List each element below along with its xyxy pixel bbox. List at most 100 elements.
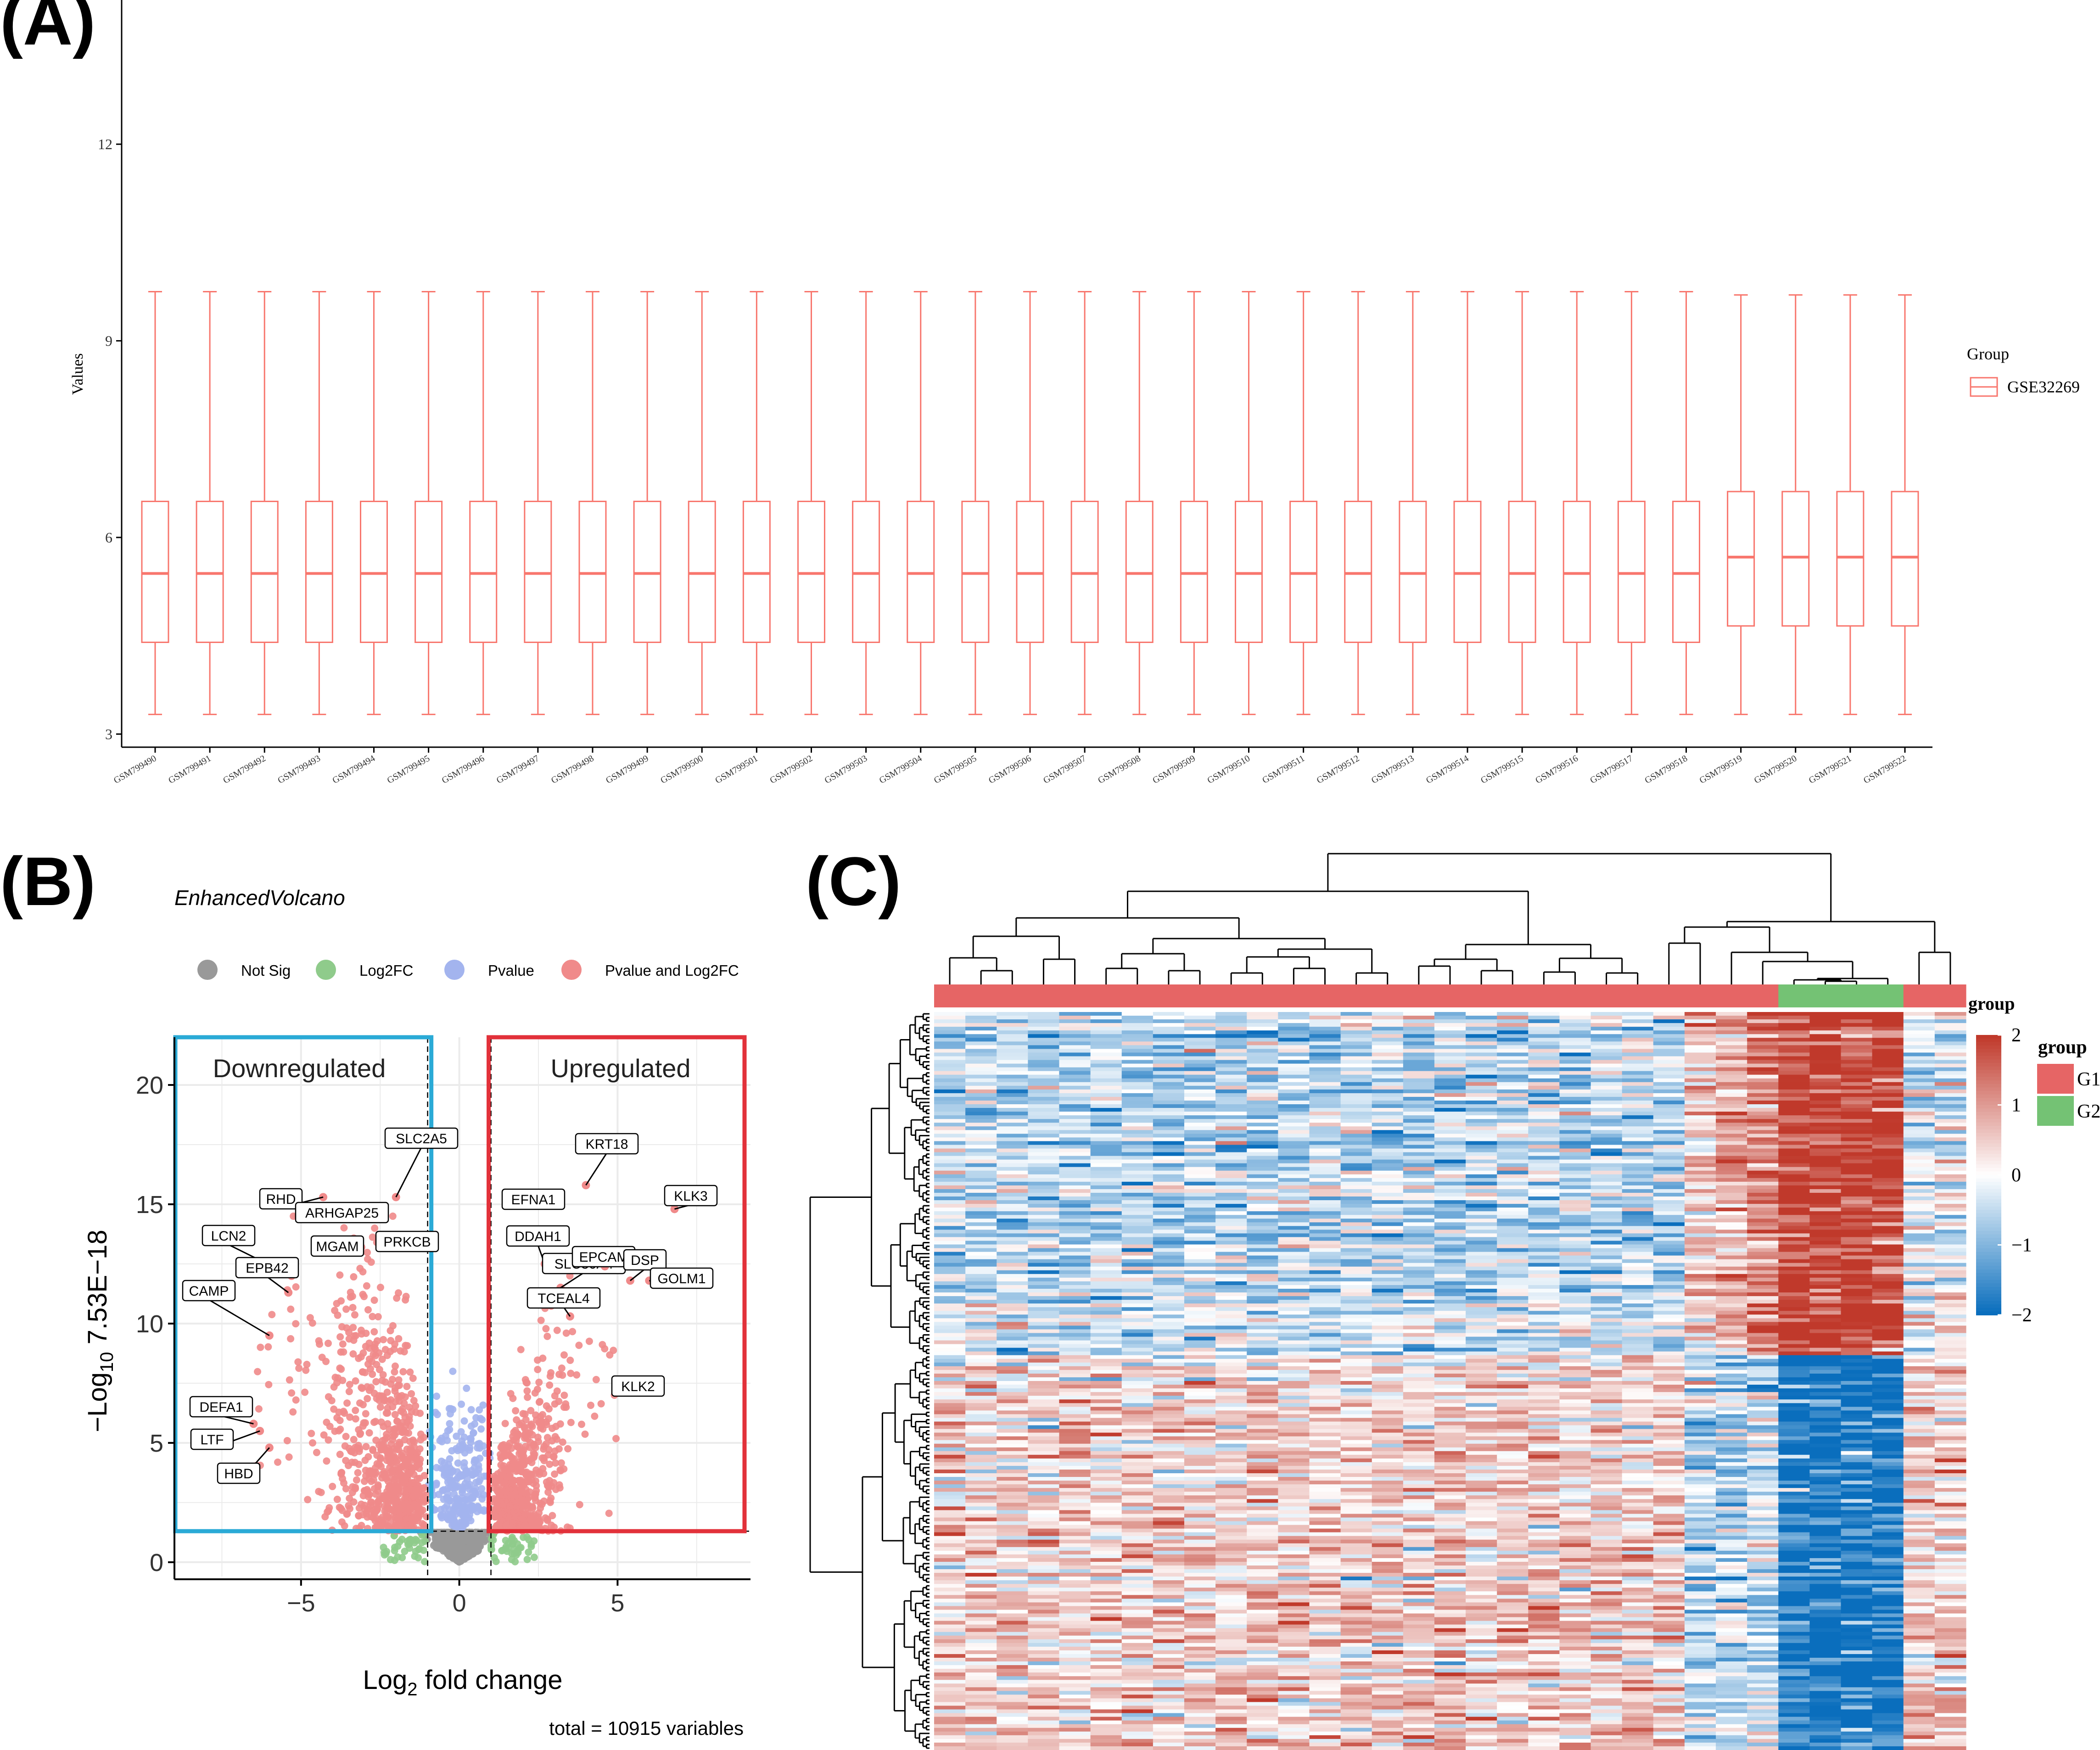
heatmap-cell [1059, 1126, 1091, 1130]
annotation-cell [1653, 984, 1685, 1007]
data-point [350, 1436, 358, 1443]
heatmap-cell [1403, 1119, 1435, 1123]
data-point [383, 1503, 391, 1511]
heatmap-cell [1590, 1145, 1623, 1149]
heatmap-cell [1497, 1023, 1529, 1027]
heatmap-cell [1215, 1126, 1247, 1130]
heatmap-cell [1372, 1012, 1404, 1016]
box-GSM799514 [1453, 291, 1482, 716]
heatmap-cell [1372, 1126, 1404, 1130]
heatmap-cell [1090, 1041, 1122, 1046]
heatmap-cell [1559, 1030, 1591, 1034]
heatmap-cell [1778, 1096, 1810, 1101]
heatmap-cell [1121, 1167, 1154, 1171]
heatmap-cell [997, 1119, 1028, 1123]
data-point [354, 1442, 362, 1449]
heatmap-cell [1028, 1126, 1060, 1130]
heatmap-cell [1059, 1152, 1091, 1157]
data-point [471, 1484, 479, 1492]
heatmap-cell [1340, 1141, 1372, 1146]
heatmap-cell [1653, 1049, 1685, 1053]
heatmap-cell [1684, 1023, 1716, 1027]
heatmap-cell [1028, 1016, 1060, 1020]
data-point [337, 1297, 345, 1305]
heatmap-cell [1184, 1159, 1216, 1164]
data-point [534, 1433, 542, 1441]
data-point [587, 1401, 594, 1409]
heatmap-cell [1121, 1030, 1154, 1034]
heatmap-cell [1028, 1108, 1060, 1112]
heatmap-cell [1372, 1093, 1404, 1097]
heatmap-cell [1590, 1071, 1623, 1075]
heatmap-cell [934, 1145, 966, 1149]
heatmap-cell [1059, 1078, 1091, 1083]
data-point [304, 1496, 312, 1504]
heatmap-cell [1841, 1067, 1873, 1072]
data-point [292, 1396, 300, 1404]
data-point [387, 1459, 395, 1467]
heatmap-cell [965, 1123, 997, 1127]
box-GSM799513 [1399, 291, 1427, 716]
x-axis-title: Log2 fold change [363, 1665, 562, 1700]
heatmap-cell [1184, 1023, 1216, 1027]
heatmap-cell [1528, 1119, 1560, 1123]
heatmap-cell [1340, 1119, 1372, 1123]
heatmap-cell [1622, 1063, 1654, 1068]
box-body [1727, 491, 1755, 627]
data-point [512, 1407, 520, 1415]
heatmap-cell [1340, 1082, 1372, 1086]
heatmap-cell [1528, 1019, 1560, 1023]
heatmap-cell [1590, 1104, 1623, 1108]
heatmap-cell [1434, 1141, 1466, 1146]
data-point [448, 1537, 456, 1544]
annotation-cell [1247, 984, 1278, 1007]
heatmap-cell [1309, 1163, 1341, 1168]
data-point [378, 1376, 386, 1384]
heatmap-cell [1497, 1038, 1529, 1042]
heatmap-cell [1278, 1093, 1310, 1097]
box-body [1617, 500, 1646, 643]
x-tick-label: GSM799490 [112, 753, 158, 786]
heatmap-cell [1809, 1148, 1842, 1153]
heatmap-cell [1090, 1082, 1122, 1086]
data-point [417, 1430, 425, 1438]
heatmap-cell [1716, 1016, 1747, 1020]
heatmap-cell [1184, 1096, 1216, 1101]
heatmap-cell [1247, 1016, 1278, 1020]
heatmap-cell [1278, 1096, 1310, 1101]
data-point [369, 1446, 377, 1454]
heatmap-cell [1153, 1119, 1185, 1123]
heatmap-cell [1466, 1159, 1497, 1164]
heatmap-cell [1215, 1096, 1247, 1101]
data-point [388, 1468, 396, 1476]
heatmap-cell [1528, 1067, 1560, 1072]
data-point [449, 1367, 457, 1375]
data-point [325, 1393, 332, 1401]
heatmap-cell [1466, 1123, 1497, 1127]
data-point [492, 1558, 500, 1565]
data-point [535, 1398, 543, 1406]
heatmap-cell [1340, 1159, 1372, 1164]
heatmap-cell [934, 1041, 966, 1046]
heatmap-cell [1466, 1019, 1497, 1023]
data-point [507, 1493, 515, 1501]
heatmap-cell [1809, 1119, 1842, 1123]
heatmap-cell [1059, 1104, 1091, 1108]
heatmap-cell [1247, 1027, 1278, 1031]
heatmap-cell [1059, 1023, 1091, 1027]
annotation-cell [1903, 984, 1935, 1007]
heatmap-cell [1247, 1052, 1278, 1057]
heatmap-cell [997, 1089, 1028, 1094]
heatmap-cell [934, 1038, 966, 1042]
data-point [294, 1358, 302, 1366]
heatmap-cell [965, 1063, 997, 1068]
heatmap-cell [1215, 1052, 1247, 1057]
data-point [362, 1410, 370, 1418]
data-point [301, 1388, 309, 1396]
data-point [466, 1539, 474, 1547]
heatmap-cell [1403, 1108, 1435, 1112]
x-tick-label: GSM799513 [1370, 753, 1416, 786]
data-point [342, 1457, 350, 1465]
heatmap-cell [1528, 1156, 1560, 1160]
